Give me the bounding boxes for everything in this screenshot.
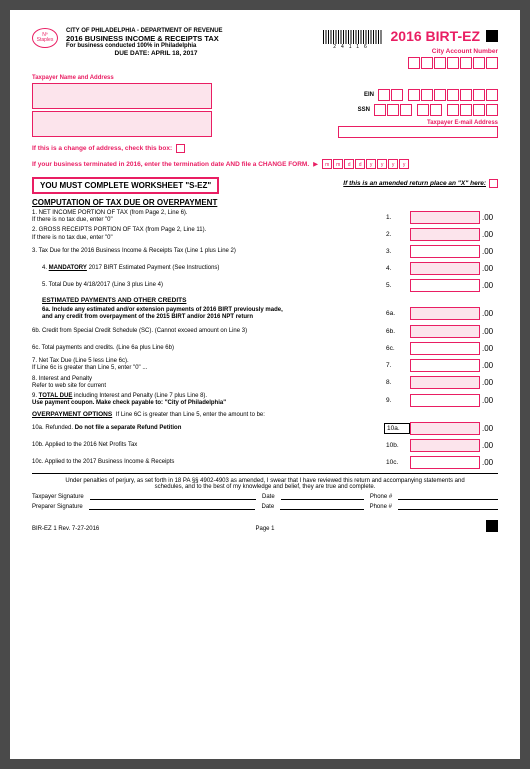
line8-input[interactable]: [410, 376, 480, 389]
due-date: DUE DATE: APRIL 18, 2017: [66, 50, 246, 57]
amended-label: If this is an amended return place an "X…: [343, 180, 486, 187]
taxpayer-block: Taxpayer Name and Address EIN SSN Taxpay…: [32, 75, 498, 138]
line4-input[interactable]: [410, 262, 480, 275]
footer: BIR-EZ 1 Rev. 7-27-2016 Page 1: [32, 520, 498, 532]
ssn-boxes[interactable]: [374, 104, 498, 116]
line10c-input[interactable]: [410, 456, 480, 469]
line10a-input[interactable]: [410, 422, 480, 435]
preparer-sig-line[interactable]: [89, 504, 256, 510]
preparer-sig-label: Preparer Signature: [32, 504, 83, 510]
city-account-label: City Account Number: [391, 48, 498, 55]
terminated-label: If your business terminated in 2016, ent…: [32, 161, 309, 168]
taxpayer-name-input[interactable]: [32, 83, 212, 109]
barcode: 24116: [323, 30, 383, 50]
taxpayer-sig-label: Taxpayer Signature: [32, 494, 84, 500]
footer-marker: [486, 520, 498, 532]
header-text: CITY OF PHILADELPHIA - DEPARTMENT OF REV…: [66, 28, 323, 57]
taxpayer-addr-input[interactable]: [32, 111, 212, 137]
form-name: 2016 BUSINESS INCOME & RECEIPTS TAX: [66, 34, 323, 43]
line6b-input[interactable]: [410, 325, 480, 338]
taxpayer-sig-line[interactable]: [90, 494, 256, 500]
change-address-checkbox[interactable]: [176, 144, 185, 153]
line10b-input[interactable]: [410, 439, 480, 452]
no-staples-stamp: Nº Staples: [32, 28, 58, 48]
line6a-input[interactable]: [410, 307, 480, 320]
worksheet-notice: YOU MUST COMPLETE WORKSHEET "S-EZ": [32, 177, 219, 194]
form-sub: For business conducted 100% in Philadelp…: [66, 43, 323, 49]
line7-input[interactable]: [410, 359, 480, 372]
city-account-boxes[interactable]: [391, 57, 498, 69]
taxpayer-name-label: Taxpayer Name and Address: [32, 75, 222, 81]
amended-checkbox[interactable]: [489, 179, 498, 188]
line5-input[interactable]: [410, 279, 480, 292]
ssn-label: SSN: [358, 107, 370, 113]
tp-date-line[interactable]: [281, 494, 364, 500]
tp-phone-line[interactable]: [398, 494, 498, 500]
ein-label: EIN: [364, 92, 374, 98]
page-number: Page 1: [255, 526, 274, 532]
header-right: 2016 BIRT-EZ City Account Number: [391, 28, 498, 69]
overpayment-title: OVERPAYMENT OPTIONS: [32, 411, 112, 418]
line6c-input[interactable]: [410, 342, 480, 355]
ein-boxes[interactable]: [378, 89, 498, 101]
barcode-lines: [323, 30, 383, 44]
prep-phone-line[interactable]: [398, 504, 498, 510]
perjury-statement: Under penalties of perjury, as set forth…: [32, 478, 498, 490]
computation-title: COMPUTATION OF TAX DUE OR OVERPAYMENT: [32, 198, 498, 207]
line2-input[interactable]: [410, 228, 480, 241]
line9-input[interactable]: [410, 394, 480, 407]
line1-input[interactable]: [410, 211, 480, 224]
change-address-label: If this is a change of address, check th…: [32, 145, 172, 152]
revision-label: BIR-EZ 1 Rev. 7-27-2016: [32, 526, 99, 532]
termination-date-input[interactable]: mm dd yy yy: [322, 159, 409, 169]
estimated-title: ESTIMATED PAYMENTS AND OTHER CREDITS: [32, 297, 498, 304]
email-input[interactable]: [338, 126, 498, 138]
prep-date-line[interactable]: [280, 504, 363, 510]
header: Nº Staples CITY OF PHILADELPHIA - DEPART…: [32, 28, 498, 69]
form-title: 2016 BIRT-EZ: [391, 28, 480, 44]
line3-input[interactable]: [410, 245, 480, 258]
barcode-numbers: 24116: [333, 44, 372, 50]
page: Nº Staples CITY OF PHILADELPHIA - DEPART…: [10, 10, 520, 759]
marker-square: [486, 30, 498, 42]
